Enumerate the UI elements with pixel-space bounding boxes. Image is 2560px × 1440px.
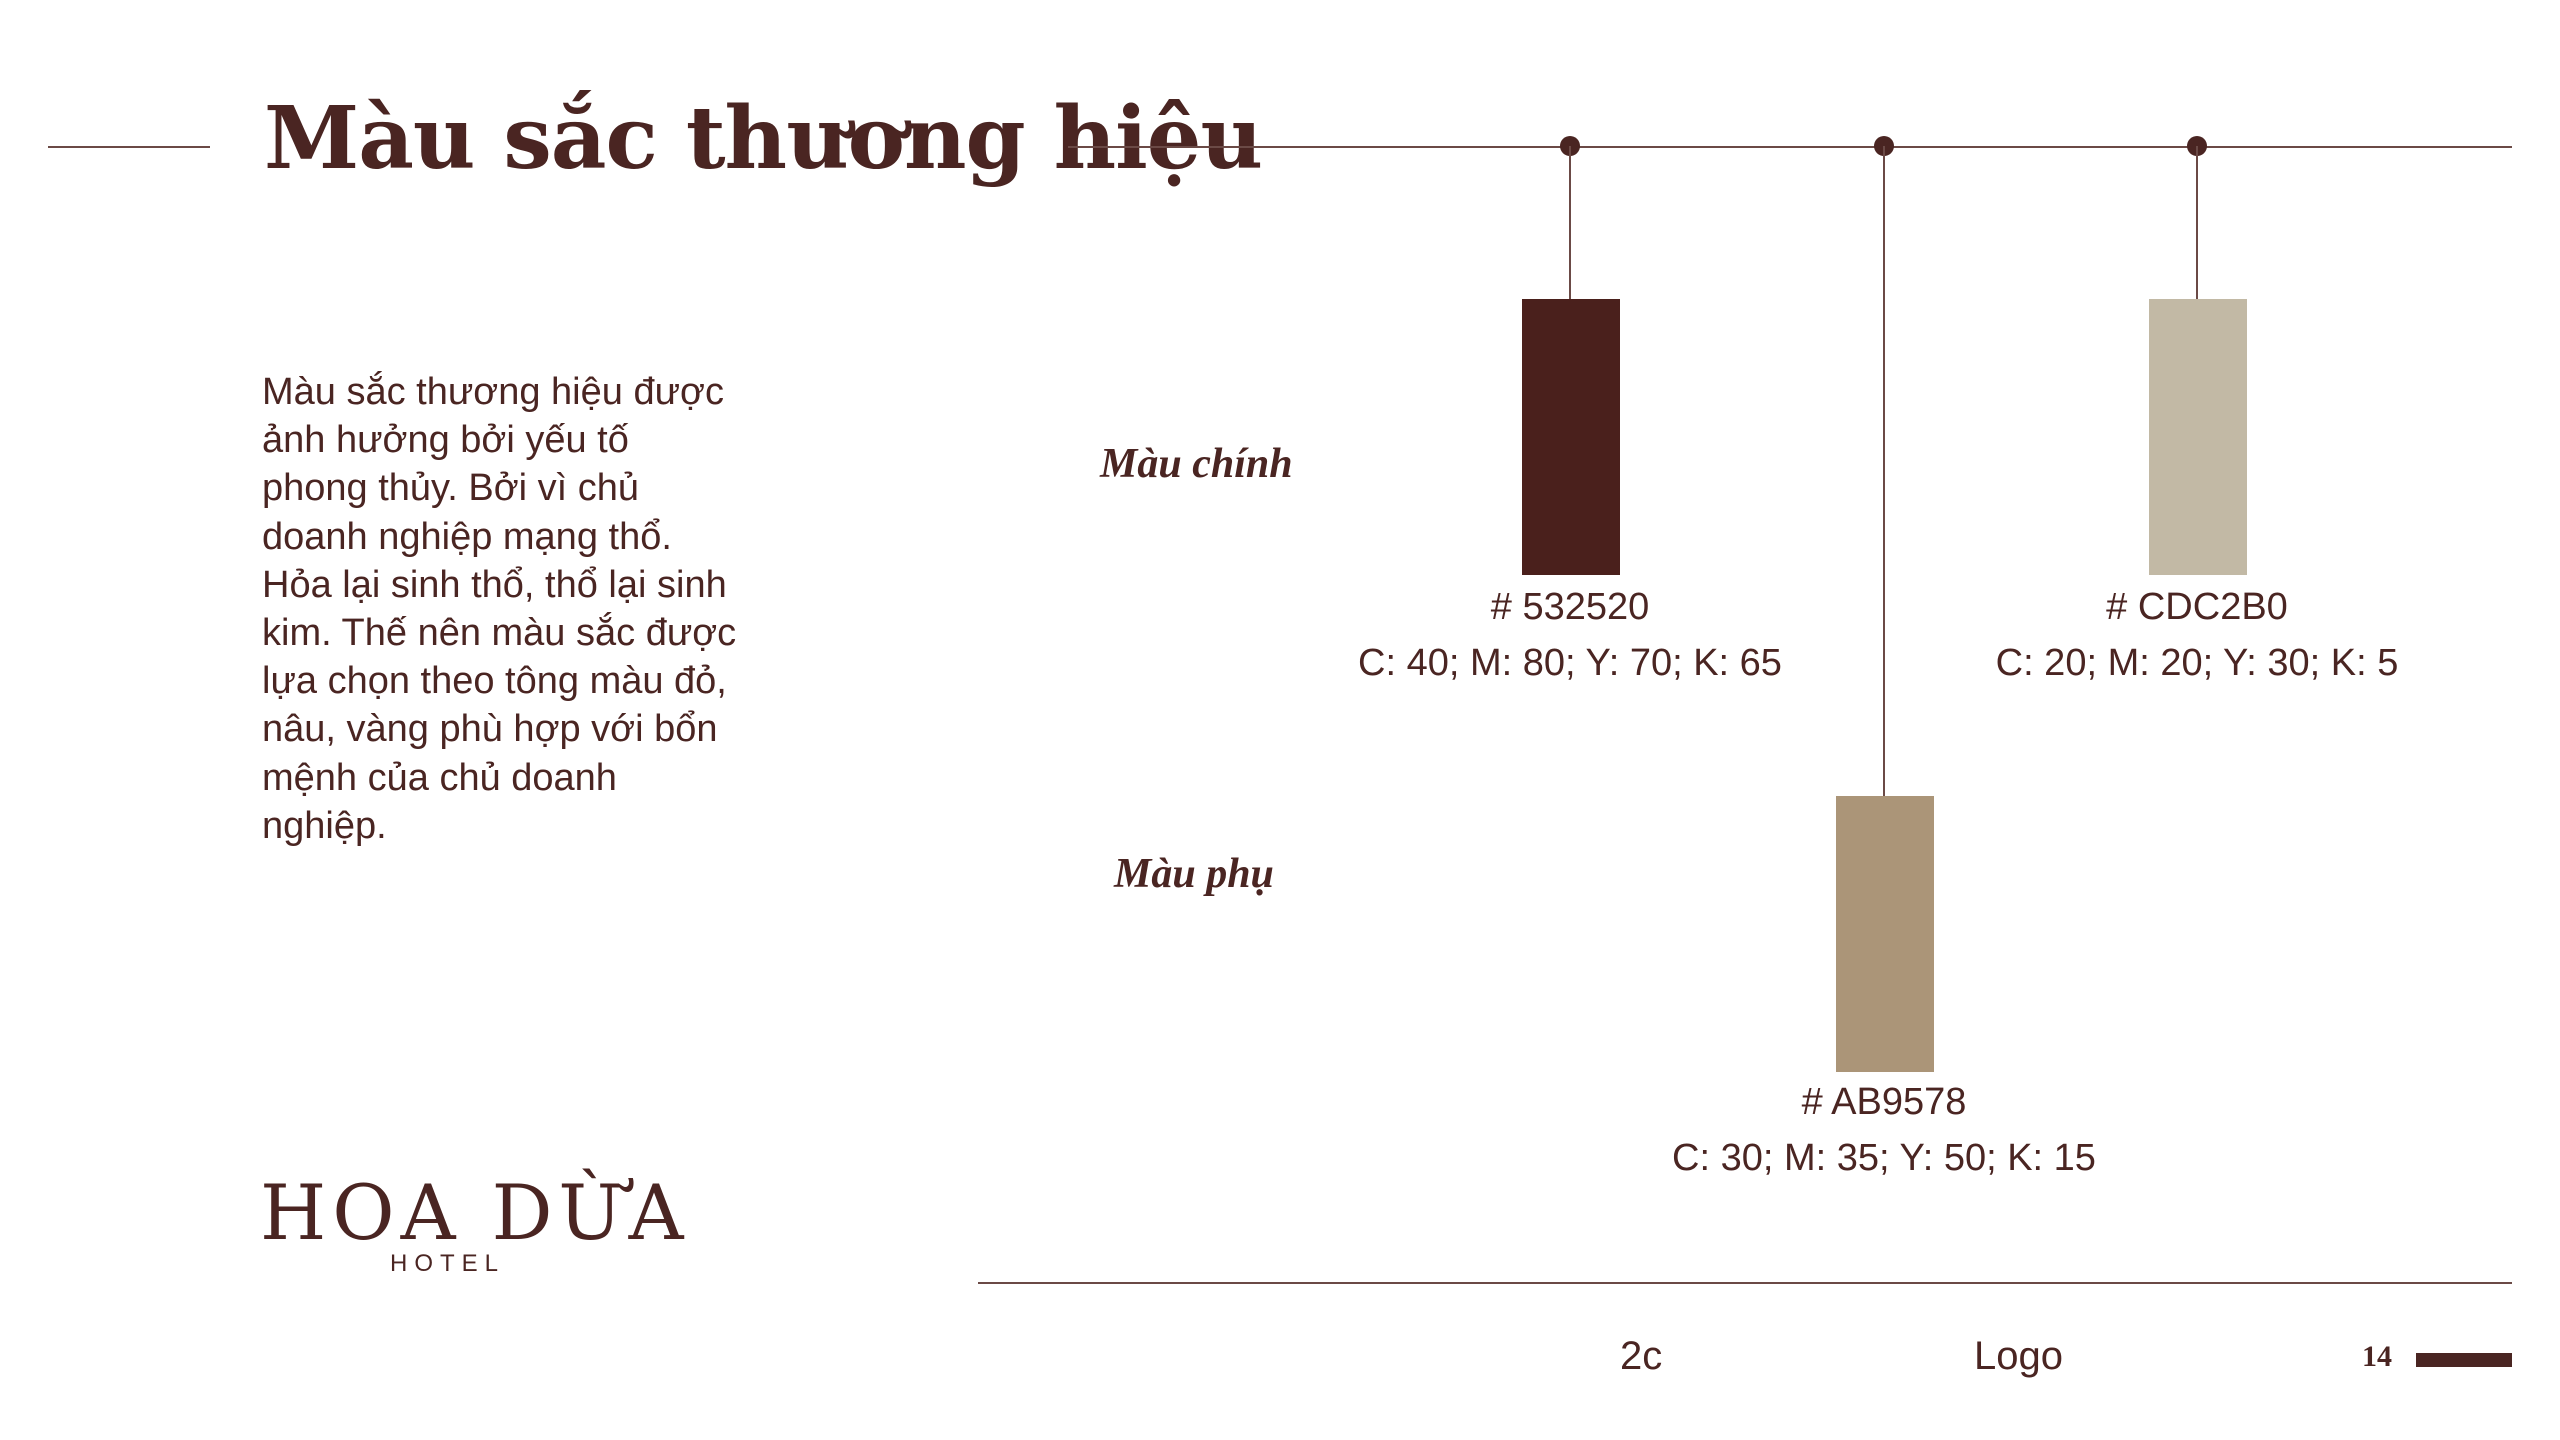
page-indicator-bar [2416, 1353, 2512, 1367]
hanger-line-3 [1883, 146, 1885, 796]
color-swatch-cdc2b0 [2149, 299, 2247, 575]
footer-section-2c: 2c [1620, 1334, 1663, 1378]
brand-logo: HOA DỪA [260, 1168, 690, 1257]
footer-section-logo: Logo [1974, 1334, 2063, 1378]
hanger-line-2 [2196, 146, 2198, 300]
hanger-line-1 [1569, 146, 1571, 300]
color-swatch-532520 [1522, 299, 1620, 575]
description-text: Màu sắc thương hiệu được ảnh hưởng bởi y… [262, 371, 737, 847]
footer-rule [978, 1282, 2512, 1284]
color-cmyk-label: C: 30; M: 35; Y: 50; K: 15 [1672, 1137, 2096, 1179]
page-title: Màu sắc thương hiệu [264, 88, 1263, 189]
color-cmyk-label: C: 20; M: 20; Y: 30; K: 5 [1995, 642, 2399, 684]
color-hex-label: # CDC2B0 [2106, 586, 2288, 628]
color-swatch-ab9578 [1836, 796, 1934, 1072]
secondary-color-label: Màu phụ [1114, 851, 1274, 897]
primary-color-label: Màu chính [1100, 441, 1293, 487]
color-cmyk-label: C: 40; M: 80; Y: 70; K: 65 [1358, 642, 1782, 684]
header-rule-right [1068, 146, 2512, 148]
color-hex-label: # AB9578 [1801, 1081, 1967, 1123]
brand-logo-subtitle: HOTEL [390, 1250, 506, 1277]
color-hex-label: # 532520 [1490, 586, 1650, 628]
header-rule-left [48, 146, 210, 148]
page-number: 14 [2362, 1340, 2392, 1373]
